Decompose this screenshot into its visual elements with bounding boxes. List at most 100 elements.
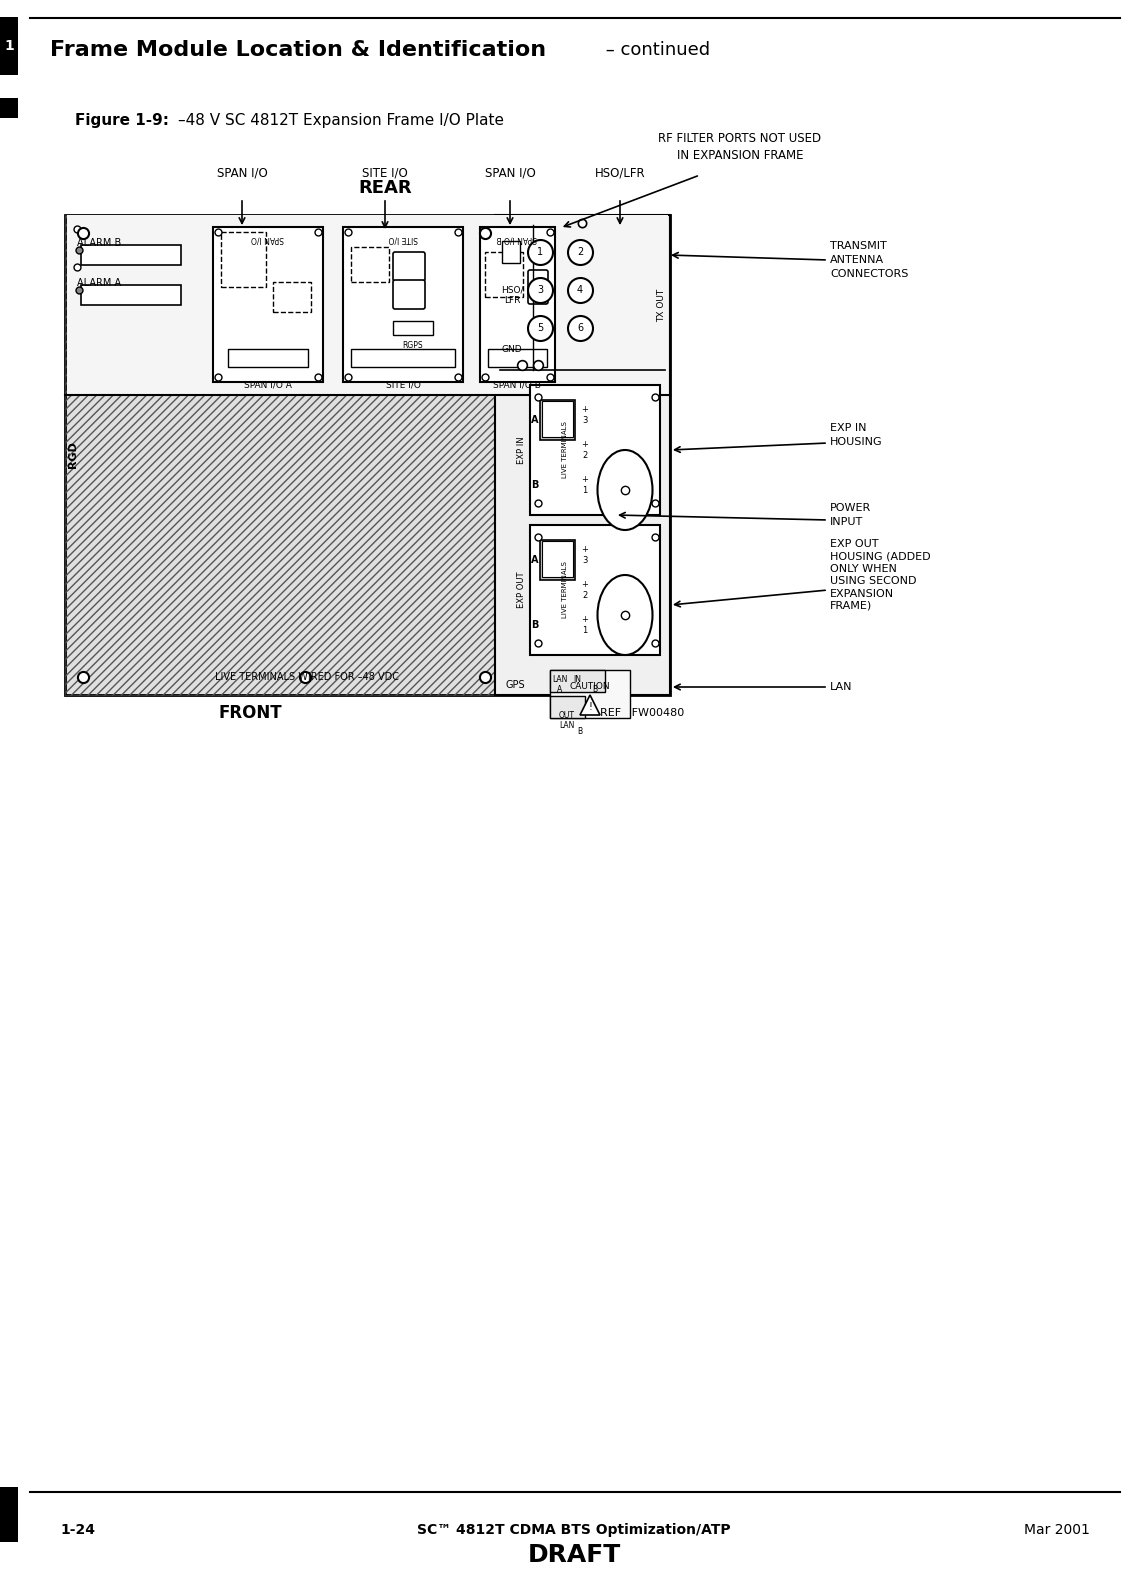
Bar xyxy=(502,242,520,264)
Bar xyxy=(67,215,668,395)
Bar xyxy=(65,215,670,695)
Text: LIVE TERMINALS: LIVE TERMINALS xyxy=(563,562,568,618)
Text: A: A xyxy=(532,414,538,425)
Text: A: A xyxy=(558,686,563,695)
Bar xyxy=(540,540,575,581)
Bar xyxy=(484,253,523,297)
Bar xyxy=(0,17,18,75)
Text: CAUTION: CAUTION xyxy=(569,683,611,690)
Text: A: A xyxy=(532,555,538,565)
Text: HSO/
LFR: HSO/ LFR xyxy=(501,286,523,304)
Text: EXP IN
HOUSING: EXP IN HOUSING xyxy=(830,424,883,447)
Text: LAN: LAN xyxy=(830,683,853,692)
Text: +
2: + 2 xyxy=(582,441,589,460)
Text: GPS: GPS xyxy=(505,679,525,690)
Polygon shape xyxy=(580,695,600,715)
Bar xyxy=(488,348,546,367)
FancyBboxPatch shape xyxy=(528,270,548,304)
Bar xyxy=(550,697,585,719)
Text: LIVE TERMINALS: LIVE TERMINALS xyxy=(563,422,568,479)
Text: RGPS: RGPS xyxy=(403,340,424,350)
Bar xyxy=(351,348,455,367)
Bar xyxy=(495,215,670,695)
Text: 1: 1 xyxy=(537,246,543,257)
Text: Figure 1-9:: Figure 1-9: xyxy=(75,113,174,127)
Text: ALARM A: ALARM A xyxy=(77,278,122,289)
Bar xyxy=(273,282,311,312)
Text: – continued: – continued xyxy=(600,41,711,60)
Bar xyxy=(0,97,18,118)
Text: LIVE TERMINALS WIRED FOR –48 VDC: LIVE TERMINALS WIRED FOR –48 VDC xyxy=(215,672,400,683)
Bar xyxy=(542,402,573,438)
Text: RF FILTER PORTS NOT USED
IN EXPANSION FRAME: RF FILTER PORTS NOT USED IN EXPANSION FR… xyxy=(659,132,822,162)
Text: B: B xyxy=(592,686,598,695)
Text: HSO/LFR: HSO/LFR xyxy=(595,166,645,180)
Text: SPAN I/O: SPAN I/O xyxy=(484,166,535,180)
Text: Frame Module Location & Identification: Frame Module Location & Identification xyxy=(51,39,546,60)
Ellipse shape xyxy=(597,574,652,654)
FancyBboxPatch shape xyxy=(393,253,425,281)
Bar xyxy=(214,228,323,381)
Bar xyxy=(82,286,181,304)
Bar xyxy=(540,400,575,439)
Text: TX OUT: TX OUT xyxy=(658,289,667,322)
Text: POWER
INPUT: POWER INPUT xyxy=(830,504,871,527)
Text: LAN: LAN xyxy=(552,676,568,684)
Text: B: B xyxy=(532,620,538,631)
Text: SPAN I/O: SPAN I/O xyxy=(251,234,285,243)
Text: OUT: OUT xyxy=(559,711,575,720)
Bar xyxy=(343,228,463,381)
Bar xyxy=(228,348,308,367)
Text: +
2: + 2 xyxy=(582,581,589,599)
Text: –48 V SC 4812T Expansion Frame I/O Plate: –48 V SC 4812T Expansion Frame I/O Plate xyxy=(178,113,504,127)
FancyBboxPatch shape xyxy=(393,279,425,309)
Text: SITE I/O: SITE I/O xyxy=(362,166,408,180)
Text: 3: 3 xyxy=(537,286,543,295)
Bar xyxy=(542,541,573,577)
Text: SPAN I/O B: SPAN I/O B xyxy=(492,381,541,391)
Text: FRONT: FRONT xyxy=(218,704,281,722)
Text: +
3: + 3 xyxy=(582,405,589,425)
Text: REF   FW00480: REF FW00480 xyxy=(600,708,684,719)
Text: SITE I/O: SITE I/O xyxy=(386,381,420,391)
Text: SPAN I/O: SPAN I/O xyxy=(217,166,267,180)
Bar xyxy=(530,384,660,515)
Text: SPAN I/O A: SPAN I/O A xyxy=(245,381,292,391)
Bar xyxy=(0,1487,18,1542)
Text: EXP OUT
HOUSING (ADDED
ONLY WHEN
USING SECOND
EXPANSION
FRAME): EXP OUT HOUSING (ADDED ONLY WHEN USING S… xyxy=(830,540,931,610)
Ellipse shape xyxy=(597,450,652,530)
Bar xyxy=(65,215,670,695)
Text: ALARM B: ALARM B xyxy=(77,238,122,248)
Text: 4: 4 xyxy=(577,286,583,295)
Text: EXP OUT: EXP OUT xyxy=(518,571,527,609)
Bar xyxy=(530,526,660,654)
Text: SPAN I/O B: SPAN I/O B xyxy=(497,234,537,243)
Text: Mar 2001: Mar 2001 xyxy=(1024,1523,1089,1538)
Text: DRAFT: DRAFT xyxy=(527,1542,621,1567)
Text: REAR: REAR xyxy=(358,179,412,198)
Bar xyxy=(393,322,433,336)
Text: 2: 2 xyxy=(577,246,583,257)
Bar xyxy=(222,232,266,287)
Text: TRANSMIT
ANTENNA
CONNECTORS: TRANSMIT ANTENNA CONNECTORS xyxy=(830,242,908,279)
Text: EXP IN: EXP IN xyxy=(518,436,527,464)
Text: LAN: LAN xyxy=(559,722,575,731)
Bar xyxy=(82,245,181,265)
Text: 6: 6 xyxy=(577,323,583,333)
Text: RGD: RGD xyxy=(68,441,78,469)
Text: 1: 1 xyxy=(5,39,14,53)
Bar xyxy=(480,228,554,381)
Text: +
3: + 3 xyxy=(582,546,589,565)
Bar xyxy=(550,670,630,719)
Text: B: B xyxy=(532,480,538,490)
Text: 1-24: 1-24 xyxy=(60,1523,95,1538)
Text: +
1: + 1 xyxy=(582,615,589,635)
Text: !: ! xyxy=(588,701,592,712)
Text: 5: 5 xyxy=(537,323,543,333)
Text: SITE I/O: SITE I/O xyxy=(388,234,418,243)
Text: B: B xyxy=(577,728,582,736)
Bar xyxy=(550,670,605,692)
Text: GND: GND xyxy=(502,345,522,355)
Text: +
1: + 1 xyxy=(582,475,589,494)
Text: SC™ 4812T CDMA BTS Optimization/ATP: SC™ 4812T CDMA BTS Optimization/ATP xyxy=(417,1523,731,1538)
